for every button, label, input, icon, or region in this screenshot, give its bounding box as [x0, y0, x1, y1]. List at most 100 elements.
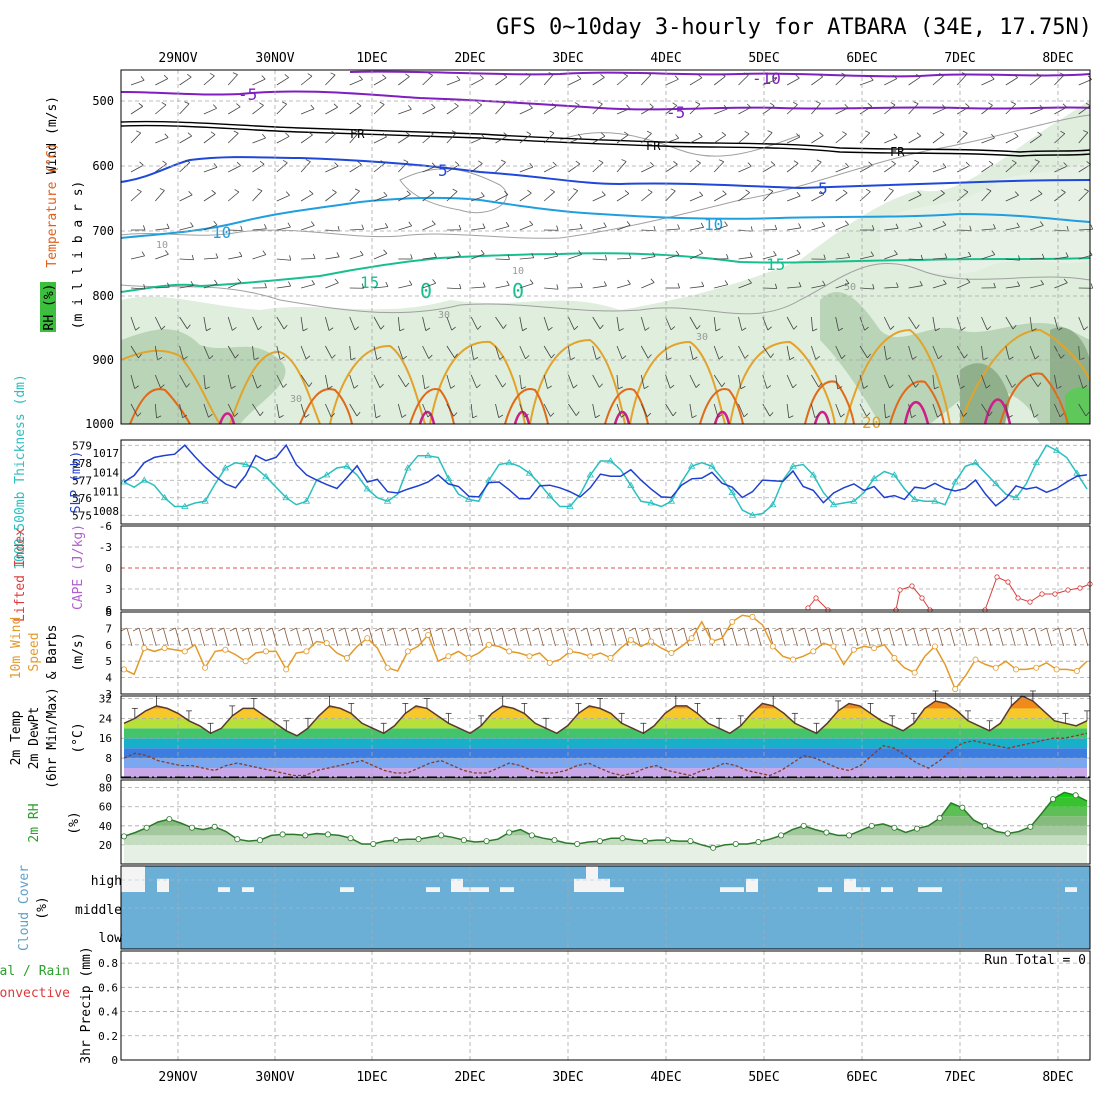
- contour-label: 0: [512, 279, 524, 303]
- rh-line-point: [575, 841, 580, 846]
- wind-barb-flag: [768, 131, 773, 133]
- rh-line-point: [1050, 796, 1055, 801]
- wind-barb-staff: [787, 196, 800, 201]
- wind-barb-flag: [625, 190, 629, 193]
- wind-barb: [811, 132, 823, 143]
- wind-barb-staff: [520, 225, 533, 230]
- wind-barb: [398, 105, 411, 114]
- wind-barb-flag: [678, 224, 680, 229]
- contour-label: FR: [890, 145, 905, 159]
- wind-barb-staff: [131, 192, 141, 201]
- wind-barb-staff: [909, 162, 919, 172]
- wind-barb: [447, 225, 461, 230]
- wind-barb-staff: [204, 76, 215, 85]
- wind-barb-staff: [641, 283, 654, 288]
- wind-barb-staff: [544, 256, 558, 259]
- surface-wind-barb: [182, 628, 193, 646]
- wind-barb: [568, 250, 581, 259]
- wind-barb-staff: [544, 74, 553, 85]
- wind-barb-flag: [866, 189, 870, 191]
- wind-barb-flag: [288, 223, 291, 227]
- wind-speed-line-point: [608, 655, 613, 660]
- wind-barb-staff: [909, 136, 921, 143]
- wind-barb-flag: [527, 132, 531, 135]
- cloud-block: [918, 887, 942, 892]
- wind-barb-flag: [286, 133, 290, 136]
- wind-barb-flag: [480, 75, 484, 78]
- precip-tick: 0.6: [98, 981, 118, 994]
- wind-speed-line-point: [223, 647, 228, 652]
- wind-barb: [253, 161, 265, 172]
- wind-barb: [520, 163, 533, 172]
- wind-barb-staff: [690, 286, 704, 288]
- bottom-date-label: 7DEC: [944, 1070, 975, 1085]
- contour-label: 30: [290, 394, 302, 405]
- wind-barb: [666, 224, 680, 230]
- wind-barb-staff: [131, 256, 145, 259]
- wind-barb-flag: [334, 104, 338, 107]
- wind-barb: [471, 282, 485, 288]
- wind-barb-flag: [187, 74, 191, 77]
- wind-barb: [301, 132, 312, 143]
- wind-barb-flag: [989, 161, 993, 164]
- wind-barb: [714, 132, 726, 143]
- ylabel-rh-units: (%): [67, 811, 82, 834]
- wind-barb-flag: [235, 189, 239, 192]
- bottom-date-label: 3DEC: [552, 1070, 583, 1085]
- wind-barb-flag: [262, 75, 265, 79]
- ylabel-wind-units: (m/s): [71, 632, 86, 671]
- wind-speed-line-point: [1013, 667, 1018, 672]
- surface-wind-barb-staff: [284, 628, 289, 646]
- bottom-date-label: 6DEC: [846, 1070, 877, 1085]
- surface-wind-barb-staff: [502, 628, 507, 646]
- wind-speed-line-point: [527, 654, 532, 659]
- wind-barb: [690, 133, 702, 143]
- wind-barb: [228, 73, 237, 85]
- li-tick: 0: [105, 562, 112, 575]
- wind-barb-staff: [277, 259, 291, 260]
- wind-barb: [496, 74, 507, 85]
- wind-barb-flag: [576, 161, 580, 164]
- wind-barb-flag: [650, 104, 654, 107]
- wind-barb-staff: [398, 135, 410, 143]
- ylabel-cloud-units: (%): [35, 896, 50, 919]
- wind-barb-flag: [746, 190, 750, 193]
- wind-speed-line-point: [932, 644, 937, 649]
- wind-barb: [131, 103, 143, 114]
- rh-line-point: [597, 838, 602, 843]
- wind-barb: [811, 222, 824, 230]
- rh-line-point: [1005, 831, 1010, 836]
- wind-barb-flag: [530, 163, 533, 167]
- li-point: [1006, 580, 1010, 584]
- slp-tick: 1008: [93, 505, 120, 518]
- wind-barb: [155, 189, 164, 201]
- wind-barb-flag: [481, 250, 484, 254]
- surface-wind-barb: [303, 628, 314, 646]
- wind-barb-staff: [617, 161, 626, 172]
- wind-barb-flag: [282, 102, 286, 104]
- wind-barb: [641, 279, 654, 288]
- wind-barb-staff: [155, 138, 168, 143]
- wind-barb-flag: [529, 104, 532, 108]
- wind-speed-line-point: [689, 636, 694, 641]
- wind-barb-flag: [216, 253, 218, 258]
- wind-barb: [228, 131, 238, 143]
- wind-barb-staff: [617, 194, 629, 201]
- cloud-block: [121, 865, 145, 892]
- surface-wind-barb-staff: [212, 628, 217, 646]
- contour-label: -10: [752, 69, 781, 88]
- surface-wind-barb-staff: [1059, 628, 1064, 646]
- surface-wind-barb-staff: [454, 628, 459, 646]
- wind-barb: [617, 280, 630, 288]
- wind-barb-staff: [228, 75, 237, 85]
- ylabel-2mdew: 2m DewPt: [27, 707, 42, 770]
- li-tick: -3: [99, 541, 112, 554]
- wind-barb: [325, 226, 339, 231]
- rh-line-point: [461, 838, 466, 843]
- wind-barb-flag: [306, 160, 311, 162]
- wind-barb-staff: [325, 192, 336, 201]
- wind-barb-staff: [884, 105, 895, 114]
- wind-barb-flag: [309, 191, 313, 194]
- wind-barb-flag: [550, 131, 554, 133]
- surface-wind-barb: [218, 628, 229, 646]
